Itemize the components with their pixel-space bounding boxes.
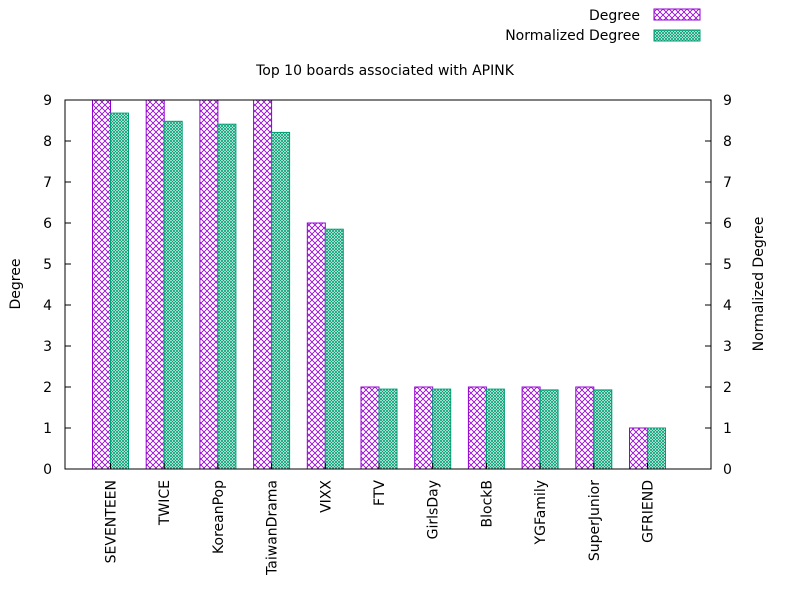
x-tick-label: YGFamily	[533, 480, 549, 545]
bar-degree-vixx	[306, 222, 326, 470]
y-axis: 0 1 2 3 4 5 6 7 8 9	[43, 93, 71, 478]
x-tick-label: GFRIEND	[641, 480, 657, 543]
bar-degree-ygfamily	[521, 386, 541, 470]
y2-tick-label: 9	[723, 93, 732, 109]
y-tick-label: 3	[43, 339, 52, 355]
bar-degree-girlsday	[414, 386, 434, 470]
y-tick-label: 5	[43, 257, 52, 273]
bar-normalized-degree-taiwandrama	[271, 131, 291, 470]
bar-degree-gfriend	[629, 427, 648, 470]
bar-normalized-degree-superjunior	[593, 389, 613, 470]
x-tick-label: KoreanPop	[211, 480, 227, 554]
y2-axis-title: Normalized Degree	[751, 217, 767, 352]
x-tick-label: TaiwanDrama	[265, 480, 281, 576]
y2-tick-label: 7	[723, 175, 732, 191]
y2-axis: 0 1 2 3 4 5 6 7 8 9	[705, 93, 732, 478]
y-tick-label: 0	[43, 462, 52, 478]
bar-degree-seventeen	[92, 99, 111, 470]
bar-normalized-degree-ygfamily	[539, 389, 559, 470]
y-tick-label: 8	[43, 134, 52, 150]
x-tick-label: TWICE	[157, 480, 173, 526]
bar-normalized-degree-vixx	[324, 228, 344, 470]
y-tick-label: 2	[43, 380, 52, 396]
y2-tick-label: 8	[723, 134, 732, 150]
y2-tick-label: 5	[723, 257, 732, 273]
bars-layer	[92, 99, 666, 470]
x-tick-label: GirlsDay	[426, 480, 442, 539]
y-tick-label: 4	[43, 298, 52, 314]
y-axis-title: Degree	[8, 259, 24, 310]
bar-degree-superjunior	[575, 386, 595, 470]
x-tick-label: FTV	[372, 480, 388, 506]
bar-normalized-degree-gfriend	[647, 427, 666, 470]
y2-tick-label: 3	[723, 339, 732, 355]
bar-normalized-degree-blockb	[485, 388, 505, 470]
bar-degree-ftv	[360, 386, 380, 470]
y2-tick-label: 4	[723, 298, 732, 314]
legend-label-degree: Degree	[589, 8, 640, 24]
bar-normalized-degree-girlsday	[432, 388, 452, 470]
bar-normalized-degree-seventeen	[110, 112, 129, 470]
y-tick-label: 1	[43, 421, 52, 437]
x-axis: SEVENTEEN TWICE KoreanPop TaiwanDrama VIXX FT…	[104, 463, 657, 576]
plot-frame	[64, 99, 712, 470]
y2-tick-label: 0	[723, 462, 732, 478]
y2-tick-label: 1	[723, 421, 732, 437]
legend: Degree Normalized Degree	[505, 8, 701, 44]
x-tick-label: VIXX	[318, 480, 334, 513]
bar-normalized-degree-twice	[163, 120, 183, 470]
bar-degree-blockb	[467, 386, 487, 470]
x-tick-label: BlockB	[479, 480, 495, 527]
bar-normalized-degree-koreanpop	[217, 123, 237, 470]
y-tick-label: 9	[43, 93, 52, 109]
bar-normalized-degree-ftv	[378, 388, 398, 470]
y2-tick-label: 2	[723, 380, 732, 396]
bar-degree-taiwandrama	[253, 99, 273, 470]
chart-title: Top 10 boards associated with APINK	[255, 63, 515, 79]
x-tick-label: SuperJunior	[587, 480, 603, 561]
legend-swatch-degree	[653, 8, 701, 21]
legend-label-normalized-degree: Normalized Degree	[505, 28, 640, 44]
bar-degree-twice	[145, 99, 165, 470]
y2-tick-label: 6	[723, 216, 732, 232]
y-tick-label: 6	[43, 216, 52, 232]
legend-swatch-normalized-degree	[653, 29, 701, 42]
x-tick-label: SEVENTEEN	[104, 480, 120, 563]
bar-degree-koreanpop	[199, 99, 219, 470]
y-tick-label: 7	[43, 175, 52, 191]
